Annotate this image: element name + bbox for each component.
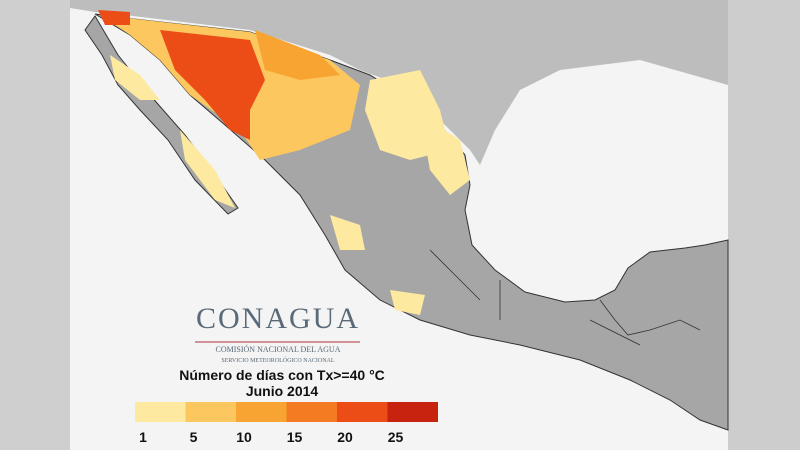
map [70,0,729,450]
state-borders [429,249,701,346]
legend-swatch [185,402,236,422]
side-blur-left [0,0,70,450]
side-blur-right [728,0,800,450]
legend-swatch [337,402,388,422]
heat-zone [110,55,425,315]
legend-swatch [286,402,337,422]
legend-swatch [387,402,438,422]
logo-line2: SERVICIO METEOROLÓGICO NACIONAL [221,356,335,364]
heat-zone [98,10,130,25]
legend-label: 5 [190,429,198,445]
heat-zone [255,30,340,80]
logo-name: CONAGUA [196,302,360,335]
legend-label: 10 [236,429,252,445]
legend-label: 1 [139,429,147,445]
legend: 1 5 10 15 20 25 [135,402,438,445]
map-period: Junio 2014 [246,383,319,399]
legend-swatch [135,402,186,422]
logo-line1: COMISIÓN NACIONAL DEL AGUA [216,344,341,354]
legend-swatch [236,402,287,422]
heat-zone [420,115,470,195]
legend-label: 25 [388,429,404,445]
legend-label: 20 [337,429,353,445]
heat-zone [160,30,265,140]
map-title: Número de días con Tx>=40 °C [179,367,385,383]
legend-label: 15 [287,429,303,445]
